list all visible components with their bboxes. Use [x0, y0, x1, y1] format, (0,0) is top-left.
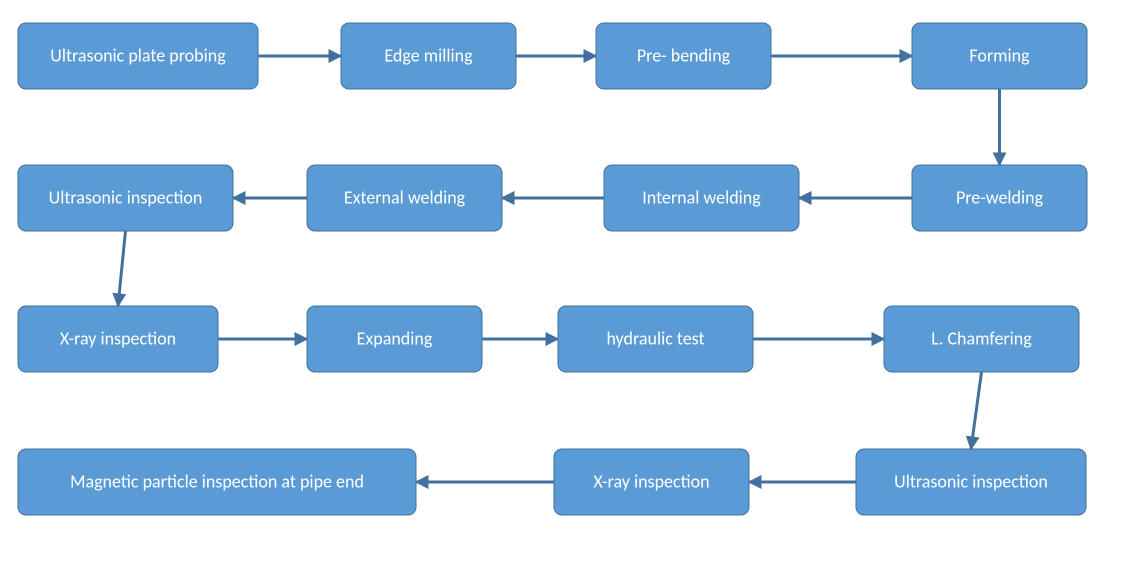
flow-node: Edge milling: [341, 23, 516, 89]
node-label: Pre- bending: [637, 44, 731, 66]
node-label: Ultrasonic inspection: [49, 186, 203, 208]
flowchart-canvas: Ultrasonic plate probing Edge milling Pre-…: [0, 0, 1126, 561]
flow-node: External welding: [307, 165, 502, 231]
flow-node: L. Chamfering: [884, 306, 1079, 372]
node-label: Ultrasonic plate probing: [50, 44, 226, 66]
node-label: Edge milling: [384, 44, 473, 66]
flow-node: Pre-welding: [912, 165, 1087, 231]
node-label: External welding: [344, 186, 466, 208]
flow-node: Expanding: [307, 306, 482, 372]
flow-node: Magnetic particle inspection at pipe end: [18, 449, 416, 515]
flow-node: X-ray inspection: [18, 306, 218, 372]
flow-node: hydraulic test: [558, 306, 753, 372]
node-label: L. Chamfering: [931, 327, 1032, 349]
node-label: Internal welding: [642, 186, 761, 208]
node-label: X-ray inspection: [60, 327, 176, 349]
flow-node: Ultrasonic inspection: [18, 165, 233, 231]
node-label: X-ray inspection: [593, 470, 709, 492]
node-label: Ultrasonic inspection: [894, 470, 1048, 492]
flow-node: Ultrasonic plate probing: [18, 23, 258, 89]
node-label: Forming: [969, 44, 1030, 66]
node-label: Expanding: [357, 327, 433, 349]
flow-arrow: [118, 231, 126, 306]
flow-node: Pre- bending: [596, 23, 771, 89]
flow-node: Forming: [912, 23, 1087, 89]
flow-arrow: [971, 372, 982, 449]
node-label: hydraulic test: [606, 327, 704, 349]
flow-node: X-ray inspection: [554, 449, 749, 515]
flow-node: Internal welding: [604, 165, 799, 231]
flow-node: Ultrasonic inspection: [856, 449, 1086, 515]
node-label: Magnetic particle inspection at pipe end: [70, 470, 364, 492]
node-label: Pre-welding: [956, 186, 1044, 208]
